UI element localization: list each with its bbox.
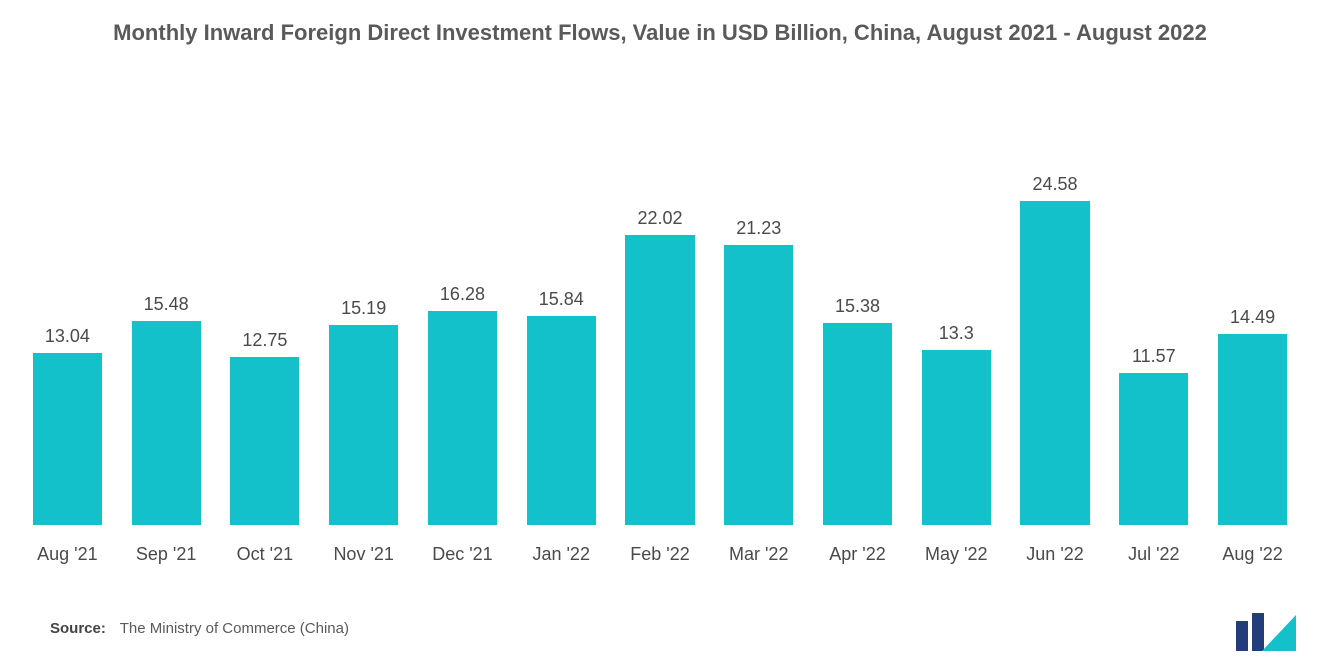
bar xyxy=(329,325,398,525)
x-tick-label: Oct '21 xyxy=(216,544,315,565)
bar xyxy=(428,311,497,525)
bar-value-label: 24.58 xyxy=(1033,174,1078,195)
bar xyxy=(33,353,102,525)
x-tick-label: Aug '22 xyxy=(1203,544,1302,565)
bar xyxy=(1218,334,1287,525)
bar-value-label: 12.75 xyxy=(242,330,287,351)
bar-plot-area: 13.04 15.48 12.75 15.19 16.28 15.84 22.02 21.23… xyxy=(18,130,1302,525)
bar-group: 15.38 xyxy=(808,130,907,525)
bar xyxy=(132,321,201,525)
bar-group: 24.58 xyxy=(1006,130,1105,525)
source-label: Source: xyxy=(50,620,106,637)
x-axis: Aug '21Sep '21Oct '21Nov '21Dec '21Jan '… xyxy=(18,544,1302,565)
bar-group: 13.3 xyxy=(907,130,1006,525)
logo-bar-1 xyxy=(1236,621,1248,651)
bar-value-label: 11.57 xyxy=(1132,346,1176,367)
bar-value-label: 15.38 xyxy=(835,296,880,317)
source-text: The Ministry of Commerce (China) xyxy=(120,620,349,637)
x-tick-label: Feb '22 xyxy=(611,544,710,565)
bar-value-label: 13.3 xyxy=(939,323,974,344)
bar xyxy=(1020,201,1089,525)
bar xyxy=(230,357,299,525)
bar-group: 14.49 xyxy=(1203,130,1302,525)
chart-title: Monthly Inward Foreign Direct Investment… xyxy=(0,0,1320,49)
x-tick-label: Jun '22 xyxy=(1006,544,1105,565)
bar xyxy=(823,323,892,526)
x-tick-label: Jan '22 xyxy=(512,544,611,565)
bar-group: 15.48 xyxy=(117,130,216,525)
bar-group: 15.84 xyxy=(512,130,611,525)
bar-group: 13.04 xyxy=(18,130,117,525)
brand-logo-icon xyxy=(1234,609,1296,651)
bar xyxy=(625,235,694,525)
bar-value-label: 15.19 xyxy=(341,298,386,319)
bar-value-label: 13.04 xyxy=(45,326,90,347)
x-tick-label: Mar '22 xyxy=(709,544,808,565)
bar-value-label: 22.02 xyxy=(637,208,682,229)
logo-bar-2 xyxy=(1252,613,1264,651)
x-tick-label: Nov '21 xyxy=(314,544,413,565)
source-line: Source: The Ministry of Commerce (China) xyxy=(50,620,349,637)
bar-group: 16.28 xyxy=(413,130,512,525)
x-tick-label: Aug '21 xyxy=(18,544,117,565)
bar-value-label: 21.23 xyxy=(736,218,781,239)
bar-group: 22.02 xyxy=(611,130,710,525)
bar xyxy=(1119,373,1188,525)
bar-group: 11.57 xyxy=(1104,130,1203,525)
bar-group: 15.19 xyxy=(314,130,413,525)
x-tick-label: May '22 xyxy=(907,544,1006,565)
bar-group: 21.23 xyxy=(709,130,808,525)
bar-value-label: 15.84 xyxy=(539,289,584,310)
x-tick-label: Apr '22 xyxy=(808,544,907,565)
logo-triangle xyxy=(1262,615,1296,651)
x-tick-label: Jul '22 xyxy=(1104,544,1203,565)
bar-group: 12.75 xyxy=(216,130,315,525)
bar-value-label: 14.49 xyxy=(1230,307,1275,328)
x-tick-label: Sep '21 xyxy=(117,544,216,565)
bar xyxy=(527,316,596,525)
bar-value-label: 15.48 xyxy=(144,294,189,315)
bar xyxy=(724,245,793,525)
bar xyxy=(922,350,991,525)
x-tick-label: Dec '21 xyxy=(413,544,512,565)
bar-value-label: 16.28 xyxy=(440,284,485,305)
